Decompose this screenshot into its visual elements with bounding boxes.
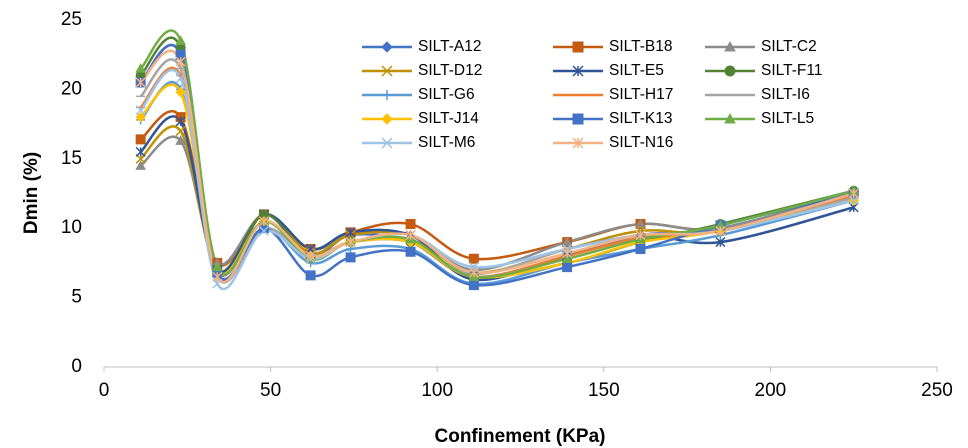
data-marker xyxy=(635,218,646,229)
legend-marker xyxy=(724,40,736,52)
legend-label: SILT-N16 xyxy=(609,134,673,151)
x-axis-title: Confinement (KPa) xyxy=(435,426,606,447)
legend-marker xyxy=(572,137,584,149)
data-marker xyxy=(135,63,147,73)
legend-label: SILT-F11 xyxy=(761,62,822,79)
legend-marker xyxy=(572,113,584,125)
data-marker xyxy=(635,230,646,241)
legend-marker xyxy=(724,65,736,77)
data-marker xyxy=(405,230,416,241)
data-marker xyxy=(345,252,356,263)
legend-label: SILT-B18 xyxy=(609,38,672,55)
data-marker xyxy=(468,267,479,278)
legend-label: SILT-M6 xyxy=(418,134,475,151)
y-tick-label: 10 xyxy=(61,217,82,238)
data-marker xyxy=(258,216,269,227)
data-marker xyxy=(405,246,416,257)
data-marker xyxy=(211,261,223,272)
data-marker xyxy=(561,253,573,263)
series-line xyxy=(139,49,855,284)
data-marker xyxy=(135,160,147,170)
data-marker xyxy=(212,271,223,282)
data-marker xyxy=(345,237,356,248)
data-marker xyxy=(562,248,573,259)
legend-label: SILT-L5 xyxy=(761,110,814,127)
data-marker xyxy=(175,86,186,98)
series-line xyxy=(139,43,854,287)
data-marker xyxy=(635,244,646,255)
series-line xyxy=(139,29,855,279)
legend-label: SILT-H17 xyxy=(609,86,673,103)
data-marker xyxy=(135,146,146,157)
y-tick-label: 20 xyxy=(61,78,82,99)
y-tick-label: 5 xyxy=(71,287,82,308)
data-marker xyxy=(468,253,479,264)
legend-marker xyxy=(381,65,393,77)
legend-label: SILT-C2 xyxy=(761,38,817,55)
legend-label: SILT-K13 xyxy=(609,110,672,127)
legend-marker xyxy=(381,113,393,125)
x-tick-label: 50 xyxy=(260,380,281,401)
legend-marker xyxy=(572,65,584,77)
series-line xyxy=(139,68,854,291)
legend-label: SILT-D12 xyxy=(418,62,482,79)
data-marker xyxy=(848,188,859,199)
data-marker xyxy=(345,227,356,238)
data-marker xyxy=(405,219,416,230)
data-marker xyxy=(175,135,186,145)
legend-marker xyxy=(381,41,393,53)
data-marker xyxy=(135,105,146,116)
x-tick-label: 100 xyxy=(421,380,453,401)
y-axis-title: Dmin (%) xyxy=(21,152,42,234)
data-marker xyxy=(305,270,316,281)
data-marker xyxy=(562,262,573,273)
data-marker xyxy=(175,56,186,67)
legend-label: SILT-E5 xyxy=(609,62,664,79)
data-marker xyxy=(175,126,186,137)
data-marker xyxy=(135,77,146,88)
data-marker xyxy=(135,111,146,123)
y-tick-label: 25 xyxy=(61,9,82,30)
x-tick-label: 200 xyxy=(755,380,787,401)
data-marker xyxy=(305,250,316,261)
legend-marker xyxy=(572,41,584,53)
data-marker xyxy=(135,134,146,145)
data-marker xyxy=(258,225,269,237)
x-tick-label: 150 xyxy=(588,380,620,401)
legend-marker xyxy=(382,90,392,100)
legend-label: SILT-A12 xyxy=(418,38,481,55)
data-marker xyxy=(561,236,573,247)
data-marker xyxy=(175,73,186,84)
legend-marker xyxy=(381,137,393,149)
legend-label: SILT-J14 xyxy=(418,110,479,127)
y-tick-label: 15 xyxy=(61,148,82,169)
y-tick-label: 0 xyxy=(71,356,82,377)
data-marker xyxy=(175,35,186,45)
legend-label: SILT-G6 xyxy=(418,86,475,103)
legend-label: SILT-I6 xyxy=(761,86,810,103)
data-marker xyxy=(468,280,479,291)
x-tick-label: 250 xyxy=(921,380,953,401)
data-marker xyxy=(175,49,186,60)
data-marker xyxy=(715,225,726,237)
data-marker xyxy=(175,116,186,127)
legend-marker xyxy=(724,112,736,124)
x-tick-label: 0 xyxy=(99,380,110,401)
